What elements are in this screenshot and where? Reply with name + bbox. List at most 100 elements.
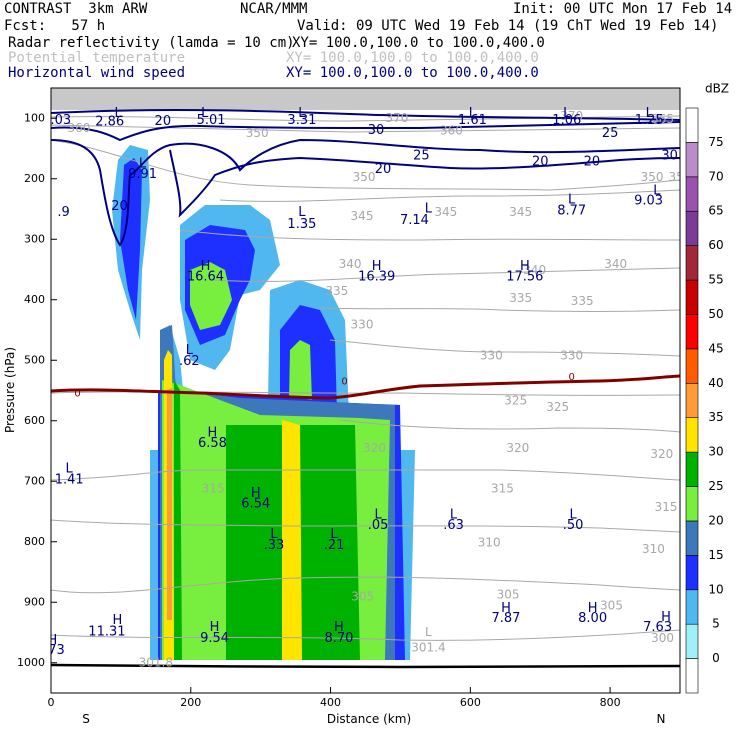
wind-extremum-label: 6.54 bbox=[241, 497, 270, 512]
colorbar-swatch bbox=[685, 555, 699, 591]
colorbar-swatch bbox=[685, 348, 699, 384]
wind-extremum-label: 1.35 bbox=[287, 217, 316, 232]
wind-contour-label: 20 bbox=[375, 162, 392, 177]
theta-label: L bbox=[425, 625, 432, 639]
wind-extremum-label: L bbox=[114, 106, 122, 121]
x-tick-label: 600 bbox=[460, 696, 481, 709]
x-tick-label: 0 bbox=[48, 696, 55, 709]
wind-extremum-label: L bbox=[298, 205, 306, 220]
field1-xy: XY= 100.0,100.0 to 100.0,400.0 bbox=[292, 35, 545, 51]
wind-extremum-label: L bbox=[569, 508, 577, 523]
colorbar-label: 25 bbox=[708, 479, 723, 493]
wind-extremum-label: H bbox=[48, 633, 58, 648]
theta-label: 301.8 bbox=[139, 655, 173, 669]
colorbar-swatch bbox=[685, 486, 699, 522]
colorbar-label: 35 bbox=[708, 410, 723, 424]
wind-extremum-label: 5.01 bbox=[197, 113, 226, 128]
colorbar-label: 5 bbox=[712, 617, 720, 631]
theta-label: 315 bbox=[655, 500, 678, 514]
wind-extremum-label: .9 bbox=[57, 205, 69, 220]
colorbar-label: 75 bbox=[708, 135, 723, 149]
wind-extremum-label: H bbox=[210, 620, 220, 635]
colorbar-label: 30 bbox=[708, 445, 723, 459]
theta-label: 310 bbox=[642, 542, 665, 556]
theta-label: 305 bbox=[497, 587, 520, 601]
wind-extremum-label: 3.31 bbox=[287, 113, 316, 128]
wind-extremum-label: L bbox=[450, 508, 458, 523]
y-tick-label: 1000 bbox=[17, 656, 45, 669]
theta-label: 360 bbox=[68, 121, 91, 135]
theta-label: 300 bbox=[651, 631, 674, 645]
y-axis-label: Pressure (hPa) bbox=[3, 347, 17, 433]
wind-extremum-label: H bbox=[520, 259, 530, 274]
wind-extremum-label: .05 bbox=[368, 518, 389, 533]
wind-extremum-label: 1.61 bbox=[458, 113, 487, 128]
field2-name: Potential temperature bbox=[8, 50, 186, 66]
freezing-level-line bbox=[51, 374, 680, 400]
colorbar-swatch bbox=[685, 107, 699, 143]
colorbar-swatch bbox=[685, 279, 699, 315]
wind-extremum-label: H bbox=[588, 601, 598, 616]
wind-extremum-label: 17.56 bbox=[506, 269, 543, 284]
theta-label: 315 bbox=[202, 482, 225, 496]
wind-extremum-label: L bbox=[66, 462, 74, 477]
freezing-label: 0 bbox=[341, 376, 347, 387]
reflectivity-region-4 bbox=[190, 262, 232, 330]
wind-extremum-label: 8.00 bbox=[578, 611, 607, 626]
wind-extremum-label: 2.86 bbox=[95, 114, 124, 129]
wind-contour-label: 20 bbox=[111, 199, 128, 214]
theta-label: 325 bbox=[504, 393, 527, 407]
wind-extremum-label: 16.39 bbox=[358, 269, 395, 284]
theta-label: 345 bbox=[509, 205, 532, 219]
plot-frame bbox=[50, 87, 681, 694]
wind-extremum-label: 1.25 bbox=[635, 113, 664, 128]
theta-label: 305 bbox=[600, 598, 623, 612]
wind-extremum-label: 7.14 bbox=[400, 213, 429, 228]
freezing-label: 0 bbox=[568, 372, 574, 383]
colorbar-label: 60 bbox=[708, 238, 723, 252]
field3-xy: XY= 100.0,100.0 to 100.0,400.0 bbox=[286, 65, 539, 81]
colorbar-swatch bbox=[685, 245, 699, 281]
wind-extremum-label: .03 bbox=[50, 113, 71, 128]
colorbar-label: 40 bbox=[708, 376, 723, 390]
colorbar-swatch bbox=[685, 210, 699, 246]
wind-contour-label: 25 bbox=[413, 148, 430, 163]
wind-extremum-label: 6.58 bbox=[198, 436, 227, 451]
wind-extremum-label: H bbox=[661, 610, 671, 625]
x-end-label-south: S bbox=[82, 712, 90, 726]
theta-label: 340 bbox=[339, 257, 362, 271]
x-tick-label: 200 bbox=[180, 696, 201, 709]
wind-contour-label: 30 bbox=[368, 123, 385, 138]
colorbar-label: 20 bbox=[708, 513, 723, 527]
colorbar-swatch bbox=[685, 589, 699, 625]
wind-extremum-label: .73 bbox=[44, 643, 65, 658]
wind-extremum-label: 9.03 bbox=[634, 194, 663, 209]
wind-extremum-label: L bbox=[298, 106, 306, 121]
wind-extremum-label: H bbox=[208, 425, 218, 440]
y-tick-label: 400 bbox=[24, 293, 45, 306]
y-tick-label: 900 bbox=[24, 595, 45, 608]
wind-extremum-label: 9.91 bbox=[128, 167, 157, 182]
freezing-label: 0 bbox=[74, 389, 80, 400]
theta-label: 340 bbox=[523, 263, 546, 277]
colorbar-label: 45 bbox=[708, 341, 723, 355]
wind-extremum-label: .21 bbox=[324, 538, 345, 553]
colorbar-swatch bbox=[685, 451, 699, 487]
colorbar-swatch bbox=[685, 417, 699, 453]
theta-label: 350 bbox=[669, 170, 692, 184]
theta-label: 350 bbox=[641, 170, 664, 184]
y-tick-label: 200 bbox=[24, 172, 45, 185]
wind-extremum-label: H bbox=[334, 620, 344, 635]
wind-contour-label: 20 bbox=[155, 114, 172, 129]
colorbar-label: 10 bbox=[708, 582, 723, 596]
theta-contours bbox=[51, 115, 680, 641]
colorbar-swatch bbox=[685, 176, 699, 212]
reflectivity-region-16 bbox=[174, 380, 182, 660]
wind-contour-label: 25 bbox=[602, 126, 619, 141]
theta-label: 301.4 bbox=[411, 641, 445, 655]
theta-label: 310 bbox=[478, 535, 501, 549]
wind-extremum-label: 11.31 bbox=[88, 624, 125, 639]
y-tick-label: 500 bbox=[24, 353, 45, 366]
header-line2-right: Valid: 09 UTC Wed 19 Feb 14 (19 ChT Wed … bbox=[297, 18, 719, 34]
